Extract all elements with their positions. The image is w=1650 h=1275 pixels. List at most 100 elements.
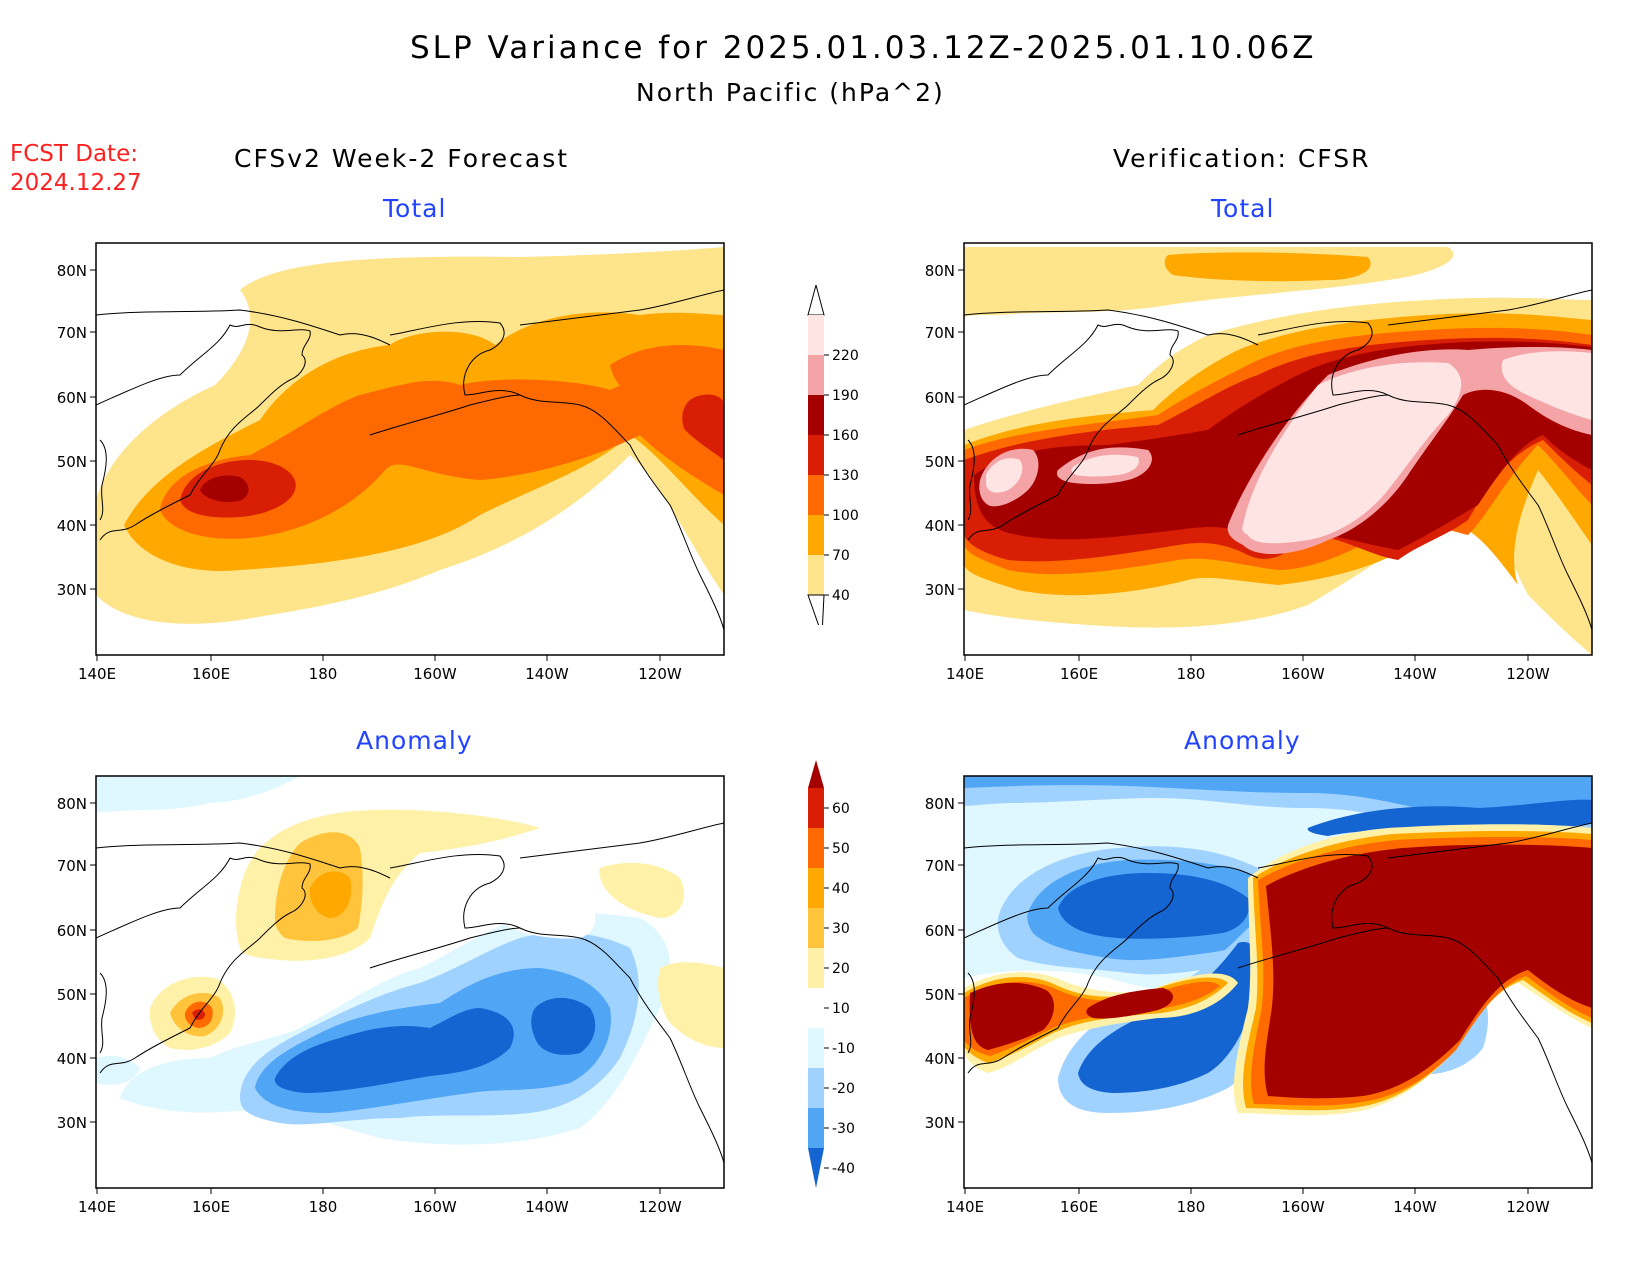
colorbar-swatch <box>808 315 824 355</box>
lat-tick-label: 70N <box>925 324 955 342</box>
colorbar-level-label: 160 <box>832 428 859 444</box>
coastline-asia <box>964 323 1179 541</box>
lon-tick-label: 140W <box>525 1198 569 1216</box>
colorbar-swatch <box>808 828 824 868</box>
map-verification-total <box>963 242 1593 656</box>
colorbar-swatch <box>808 948 824 988</box>
lat-tick-label: 70N <box>57 324 87 342</box>
colorbar-swatch <box>808 1028 824 1068</box>
colorbar-level-label: -40 <box>832 1161 855 1177</box>
colorbar-level-label: 100 <box>832 508 859 524</box>
shade-100-130 <box>160 379 724 539</box>
shade-neg-40-b <box>1058 873 1250 939</box>
shade-neg-40-b <box>531 997 596 1055</box>
panel-title-verification-total: Total <box>1211 194 1275 223</box>
colorbar-bottom-arrow <box>807 594 825 625</box>
coastline-siberia <box>964 842 1259 879</box>
lon-tick-label: 120W <box>638 1198 682 1216</box>
lon-tick-label: 140E <box>78 665 116 683</box>
lon-tick-label: 160E <box>1060 665 1098 683</box>
lon-tick-label: 160W <box>413 665 457 683</box>
lat-tick-label: 40N <box>57 1050 87 1068</box>
colorbar-swatch <box>808 1108 824 1148</box>
lat-tick-label: 70N <box>57 857 87 875</box>
coastline-japan <box>99 972 107 1054</box>
lon-tick-label: 160W <box>1281 665 1325 683</box>
coastline-arctic <box>1387 822 1592 859</box>
shade-220-plus <box>1242 362 1462 544</box>
colorbar-level-label: 70 <box>832 548 850 564</box>
lon-tick-label: 160E <box>192 1198 230 1216</box>
map-forecast-total <box>95 242 725 656</box>
lon-tick-label: 180 <box>309 1198 338 1216</box>
coastline-siberia <box>964 309 1259 346</box>
coastline-japan <box>967 439 975 521</box>
shade-130-160-b <box>682 394 724 460</box>
shade-100-130-b <box>610 345 724 475</box>
coastline-aleutian <box>369 927 521 969</box>
lon-tick-label: 160E <box>192 665 230 683</box>
coastline-alaska <box>1257 320 1592 631</box>
lat-tick-label: 60N <box>57 389 87 407</box>
coastline-siberia <box>96 842 391 879</box>
lon-tick-label: 140E <box>946 1198 984 1216</box>
colorbar-swatch <box>808 1068 824 1108</box>
column-title-forecast: CFSv2 Week-2 Forecast <box>234 144 570 173</box>
lon-tick-label: 180 <box>309 665 338 683</box>
shade-neg-10-c <box>96 1056 140 1085</box>
colorbar-swatch <box>808 435 824 475</box>
coastline-siberia <box>96 309 391 346</box>
colorbar-swatch <box>808 515 824 555</box>
lon-tick-label: 120W <box>1506 1198 1550 1216</box>
lon-tick-label: 160E <box>1060 1198 1098 1216</box>
colorbar-swatch <box>808 908 824 948</box>
lat-tick-label: 50N <box>57 453 87 471</box>
lat-tick-label: 50N <box>925 453 955 471</box>
forecast-date-value: 2024.12.27 <box>10 170 142 196</box>
coastline-japan <box>967 972 975 1054</box>
lat-tick-label: 40N <box>925 517 955 535</box>
shade-70-100-north <box>1164 252 1371 282</box>
lat-tick-label: 60N <box>925 389 955 407</box>
panel-title-forecast-anomaly: Anomaly <box>356 726 473 755</box>
column-title-verification: Verification: CFSR <box>1113 144 1371 173</box>
lat-tick-label: 60N <box>925 922 955 940</box>
colorbar-total: 220 190 160 130 100 70 40 <box>807 285 859 625</box>
colorbar-anomaly: 60 50 40 30 20 10 -10 -20 -30 -40 <box>808 760 855 1188</box>
lon-tick-label: 180 <box>1177 1198 1206 1216</box>
shade-220-plus-d <box>1071 454 1139 477</box>
shade-neg-40 <box>274 1008 514 1093</box>
shade-60-plus-b <box>1086 988 1174 1019</box>
colorbar-swatch <box>808 555 824 595</box>
colorbar-level-label: 190 <box>832 388 859 404</box>
lon-tick-label: 120W <box>638 665 682 683</box>
colorbar-level-label: 40 <box>832 588 850 604</box>
lon-tick-label: 120W <box>1506 665 1550 683</box>
lat-tick-label: 80N <box>925 262 955 280</box>
panel-title-forecast-total: Total <box>383 194 447 223</box>
colorbar-top-arrow <box>808 760 824 788</box>
chart-title: SLP Variance for 2025.01.03.12Z-2025.01.… <box>410 30 1317 66</box>
coastline-alaska <box>389 320 724 631</box>
lat-tick-label: 30N <box>57 1114 87 1132</box>
colorbar-bottom-arrow <box>808 1148 824 1188</box>
coastline-aleutian <box>1237 394 1389 436</box>
colorbar-swatch <box>808 868 824 908</box>
coastline-aleutian <box>369 394 521 436</box>
lat-tick-label: 70N <box>925 857 955 875</box>
lon-tick-label: 140W <box>1393 665 1437 683</box>
shade-160-190 <box>200 475 249 502</box>
coastline-alaska <box>1257 853 1592 1164</box>
lat-tick-label: 50N <box>57 986 87 1004</box>
lon-tick-label: 160W <box>413 1198 457 1216</box>
lat-tick-label: 60N <box>57 922 87 940</box>
lon-tick-label: 160W <box>1281 1198 1325 1216</box>
colorbar-top-arrow <box>807 285 825 316</box>
coastline-asia <box>96 856 311 1074</box>
shade-60-plus-c <box>1264 844 1592 1099</box>
lat-tick-label: 40N <box>925 1050 955 1068</box>
coastline-arctic <box>1387 289 1592 326</box>
shade-neg-10 <box>96 776 300 813</box>
map-verification-anomaly <box>963 775 1593 1189</box>
